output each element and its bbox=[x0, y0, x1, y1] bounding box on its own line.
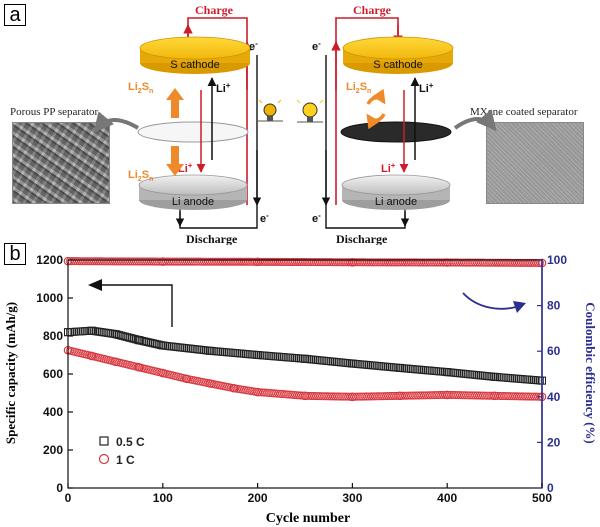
series-0 bbox=[64, 326, 546, 385]
data-marker bbox=[536, 258, 545, 267]
right-curved-arrow bbox=[453, 109, 497, 132]
right-electron-bottom: e- bbox=[312, 211, 321, 225]
y-axis-label: Specific capacity (mAh/g) bbox=[3, 302, 18, 444]
y-tick-label: 600 bbox=[43, 367, 63, 381]
porous-pp-sem-image bbox=[12, 122, 110, 204]
left-anode-label: Li anode bbox=[172, 196, 214, 208]
x-tick-label: 300 bbox=[342, 491, 362, 505]
right-separator-caption: MXene coated separator bbox=[470, 106, 578, 118]
left-polysulfide-bottom: Li2Sn bbox=[128, 169, 153, 183]
data-marker bbox=[536, 392, 545, 401]
legend-label-0-5c: 0.5 C bbox=[116, 435, 145, 449]
y-tick-label: 200 bbox=[43, 443, 63, 457]
right-polysulfide-arrows bbox=[366, 88, 386, 130]
left-polysulfide-arrows bbox=[166, 88, 184, 176]
x-axis-label: Cycle number bbox=[266, 511, 350, 526]
data-marker bbox=[532, 258, 541, 267]
legend: 0.5 C 1 C bbox=[98, 435, 145, 467]
left-charge-label: Charge bbox=[195, 3, 234, 17]
y-tick-label: 800 bbox=[43, 329, 63, 343]
x-tick-label: 100 bbox=[153, 491, 173, 505]
left-electron-top: e- bbox=[249, 39, 258, 53]
left-discharge-label: Discharge bbox=[186, 232, 238, 245]
left-separator-caption: Porous PP separator bbox=[10, 106, 99, 118]
left-cathode-label: S cathode bbox=[170, 59, 220, 71]
left-circuit bbox=[175, 17, 262, 229]
x-tick-label: 400 bbox=[437, 491, 457, 505]
left-curved-arrow bbox=[93, 111, 140, 134]
panel-a-label: a bbox=[4, 4, 26, 26]
right-discharge-label: Discharge bbox=[336, 232, 388, 245]
plot-frame bbox=[67, 259, 543, 489]
left-s-cathode bbox=[139, 36, 251, 74]
series-1 bbox=[63, 345, 547, 402]
y2-tick-label: 60 bbox=[547, 344, 561, 358]
legend-label-1c: 1 C bbox=[116, 453, 135, 467]
right-cathode-label: S cathode bbox=[373, 59, 423, 71]
x-tick-label: 500 bbox=[532, 491, 552, 505]
left-electron-bottom: e- bbox=[260, 211, 269, 225]
right-s-cathode bbox=[342, 36, 454, 74]
y-tick-label: 0 bbox=[56, 481, 63, 495]
y2-tick-label: 100 bbox=[547, 253, 567, 267]
bulb-icon bbox=[296, 99, 324, 123]
y2-tick-label: 20 bbox=[547, 435, 561, 449]
battery-schematic: Charge Discharge e- e- S cathode Li anod… bbox=[93, 3, 497, 245]
left-axis-indicator bbox=[88, 279, 173, 327]
x-tick-label: 0 bbox=[65, 491, 72, 505]
left-li-plus-top: Li+ bbox=[216, 81, 231, 95]
y-tick-label: 1000 bbox=[36, 291, 63, 305]
y2-tick-label: 0 bbox=[547, 481, 554, 495]
left-polysulfide-top: Li2Sn bbox=[128, 81, 153, 95]
y2-tick-label: 40 bbox=[547, 390, 561, 404]
right-li-anode bbox=[341, 174, 451, 210]
left-li-plus-bottom: Li+ bbox=[178, 161, 193, 175]
panel-b-label: b bbox=[4, 243, 26, 265]
right-polysulfide-label: Li2Sn bbox=[346, 81, 371, 95]
y2-tick-label: 80 bbox=[547, 299, 561, 313]
right-charge-label: Charge bbox=[353, 3, 392, 17]
left-li-anode bbox=[138, 174, 248, 210]
legend-marker-1c bbox=[98, 453, 110, 465]
capacity-chart: 0 100 200 300 400 500020040060080010001200020… bbox=[3, 253, 598, 526]
y-tick-label: 400 bbox=[43, 405, 63, 419]
series-2 bbox=[63, 256, 547, 268]
right-li-plus-top: Li+ bbox=[419, 81, 434, 95]
y-tick-label: 1200 bbox=[36, 253, 63, 267]
right-li-plus-bottom: Li+ bbox=[381, 161, 396, 175]
bulb-icon bbox=[257, 99, 283, 122]
left-pp-separator bbox=[137, 121, 249, 143]
right-electron-top: e- bbox=[312, 39, 321, 53]
right-anode-label: Li anode bbox=[375, 196, 417, 208]
mxene-sem-image bbox=[486, 122, 584, 204]
right-circuit bbox=[321, 17, 410, 229]
y2-axis-label: Coulombic efficiency (%) bbox=[583, 302, 598, 444]
right-mxene-separator bbox=[340, 121, 452, 143]
legend-marker-0-5c bbox=[99, 436, 109, 446]
x-tick-label: 200 bbox=[248, 491, 268, 505]
right-axis-indicator bbox=[462, 292, 526, 313]
